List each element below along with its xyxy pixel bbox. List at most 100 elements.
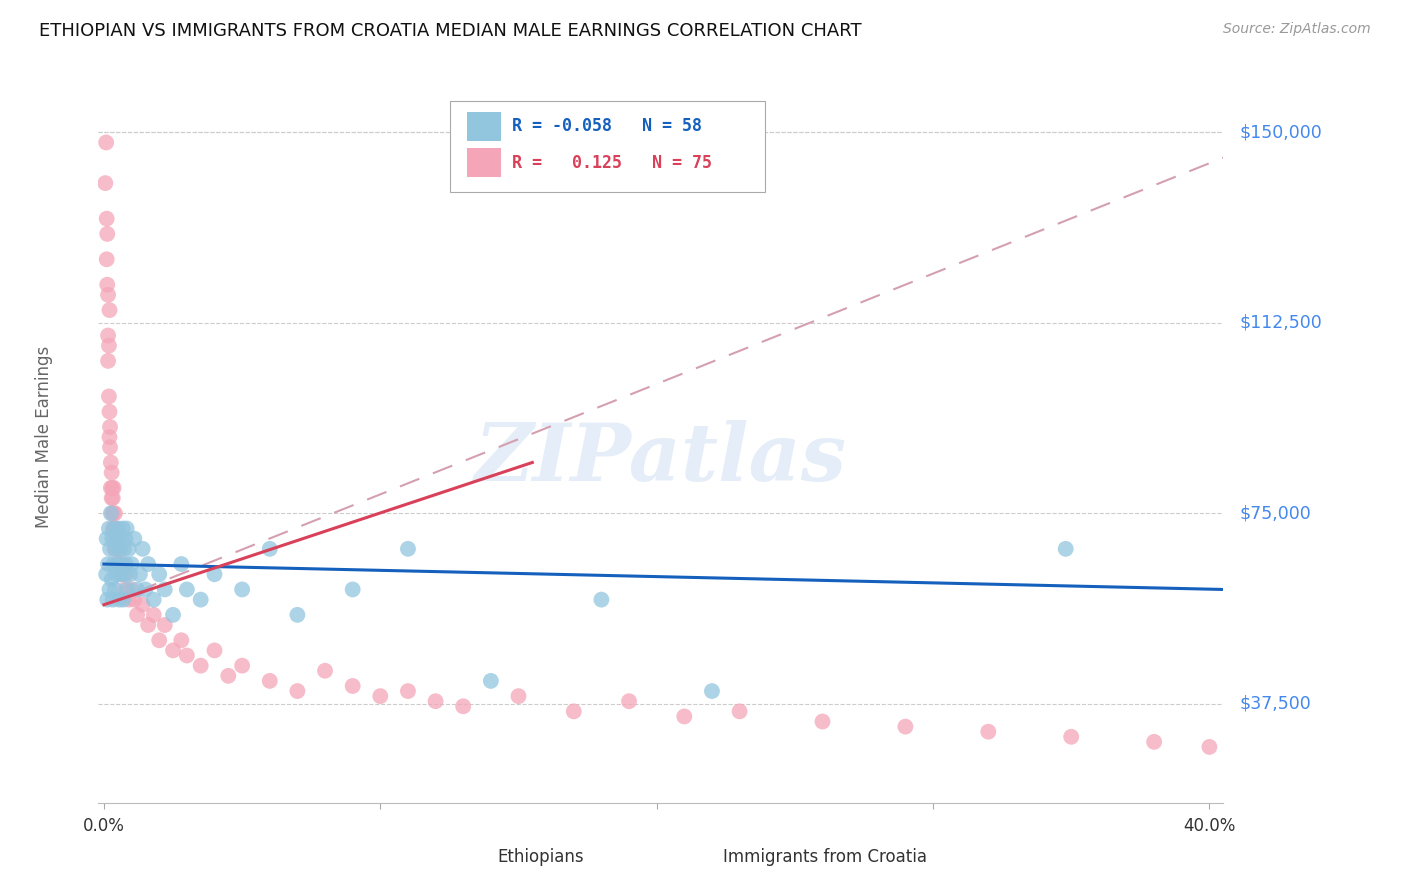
Point xyxy=(112,557,135,571)
Point xyxy=(104,521,127,535)
Point xyxy=(96,567,118,582)
Point xyxy=(112,541,135,556)
Point xyxy=(314,664,336,678)
Text: Ethiopians: Ethiopians xyxy=(498,848,585,866)
Point xyxy=(97,288,120,302)
Point xyxy=(101,521,124,535)
Point xyxy=(97,389,120,403)
Point xyxy=(101,491,124,505)
Point xyxy=(94,176,117,190)
Point xyxy=(115,567,138,582)
Point xyxy=(100,491,122,505)
FancyBboxPatch shape xyxy=(447,846,486,869)
Point xyxy=(105,532,128,546)
Point xyxy=(479,673,502,688)
Point xyxy=(108,592,131,607)
Point xyxy=(117,582,139,597)
Point xyxy=(107,521,129,535)
Point xyxy=(98,430,121,444)
Point xyxy=(894,720,917,734)
Point xyxy=(115,557,138,571)
Point xyxy=(121,557,143,571)
Point xyxy=(162,643,184,657)
FancyBboxPatch shape xyxy=(450,101,765,192)
Text: $75,000: $75,000 xyxy=(1240,504,1312,523)
Point xyxy=(103,481,125,495)
Point xyxy=(121,582,143,597)
Point xyxy=(728,705,751,719)
Point xyxy=(107,557,129,571)
Point xyxy=(131,598,153,612)
Point xyxy=(96,252,118,267)
Point xyxy=(396,541,419,556)
Point xyxy=(204,643,226,657)
Point xyxy=(101,506,124,520)
Point xyxy=(190,592,212,607)
Point xyxy=(98,440,121,454)
Point xyxy=(105,557,128,571)
Point xyxy=(231,582,253,597)
Point xyxy=(96,592,118,607)
Point xyxy=(104,582,127,597)
Point xyxy=(101,592,124,607)
Point xyxy=(104,506,127,520)
Point xyxy=(148,567,170,582)
Point xyxy=(190,658,212,673)
Point xyxy=(108,541,131,556)
Point xyxy=(110,541,132,556)
Point xyxy=(100,506,122,520)
Point xyxy=(98,303,121,318)
Point xyxy=(508,689,530,703)
Point xyxy=(104,541,127,556)
Point xyxy=(142,592,165,607)
Point xyxy=(127,582,149,597)
Point xyxy=(107,532,129,546)
Text: ETHIOPIAN VS IMMIGRANTS FROM CROATIA MEDIAN MALE EARNINGS CORRELATION CHART: ETHIOPIAN VS IMMIGRANTS FROM CROATIA MED… xyxy=(39,22,862,40)
Point xyxy=(120,567,142,582)
Point xyxy=(114,532,136,546)
Point xyxy=(217,669,239,683)
Point xyxy=(111,567,134,582)
Point xyxy=(96,136,118,150)
Point xyxy=(100,455,122,469)
Point xyxy=(100,466,122,480)
Point xyxy=(342,679,364,693)
Point xyxy=(136,557,159,571)
Text: Source: ZipAtlas.com: Source: ZipAtlas.com xyxy=(1223,22,1371,37)
Point xyxy=(115,521,138,535)
Point xyxy=(1198,739,1220,754)
Point xyxy=(162,607,184,622)
Point xyxy=(153,582,176,597)
Point xyxy=(100,481,122,495)
Point xyxy=(110,532,132,546)
Point xyxy=(103,557,125,571)
Point xyxy=(153,618,176,632)
Point xyxy=(170,557,193,571)
Point xyxy=(114,567,136,582)
FancyBboxPatch shape xyxy=(467,112,501,141)
Point xyxy=(124,532,146,546)
Point xyxy=(96,211,118,226)
Point xyxy=(112,592,135,607)
Point xyxy=(617,694,640,708)
Point xyxy=(287,684,309,698)
Point xyxy=(259,673,281,688)
Point xyxy=(176,582,198,597)
Point xyxy=(451,699,474,714)
Point xyxy=(98,541,121,556)
Point xyxy=(700,684,723,698)
Point xyxy=(97,354,120,368)
Point xyxy=(396,684,419,698)
Point xyxy=(97,338,120,352)
Point xyxy=(118,592,141,607)
Point xyxy=(368,689,391,703)
Text: Immigrants from Croatia: Immigrants from Croatia xyxy=(723,848,927,866)
Text: R =   0.125   N = 75: R = 0.125 N = 75 xyxy=(512,153,713,172)
Point xyxy=(1060,730,1083,744)
Point xyxy=(103,521,125,535)
Point xyxy=(105,541,128,556)
Point xyxy=(98,420,121,434)
Point xyxy=(591,592,613,607)
Text: R = -0.058   N = 58: R = -0.058 N = 58 xyxy=(512,117,703,136)
Point xyxy=(103,521,125,535)
